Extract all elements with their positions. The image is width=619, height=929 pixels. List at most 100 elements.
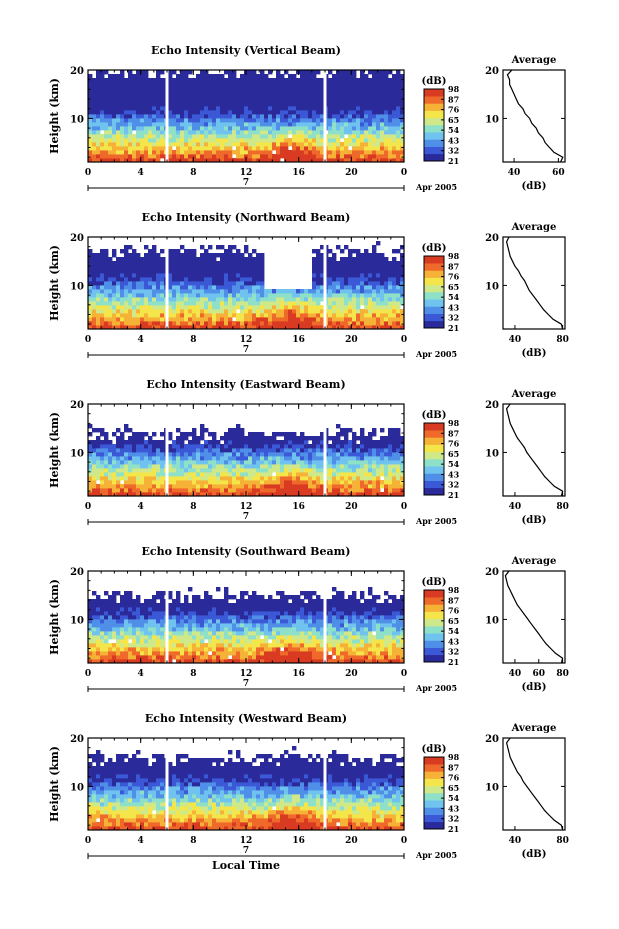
colorbar-tick-label: 65	[448, 616, 459, 626]
x-tick-label: 0	[401, 502, 407, 512]
colorbar-tick-label: 43	[448, 302, 460, 312]
colorbar-unit: (dB)	[422, 243, 447, 254]
beam-panel-4: Echo Intensity (Westward Beam) 10 20 Height…	[48, 712, 569, 860]
y-tick-label: 10	[70, 448, 84, 459]
colorbar-tick-label: 98	[448, 585, 460, 595]
colorbar-tick-label: 21	[448, 156, 459, 166]
average-x-tick-label: 40	[509, 502, 522, 512]
x-tick-label: 0	[85, 502, 91, 512]
colorbar-tick-label: 98	[448, 752, 460, 762]
y-tick-label: 10	[70, 281, 84, 292]
date-label: Apr 2005	[415, 182, 457, 192]
x-tick-label: 8	[190, 669, 196, 679]
y-axis-label: Height (km)	[48, 579, 61, 655]
x-tick-label: 8	[190, 502, 196, 512]
x-tick-label: 4	[138, 502, 144, 512]
average-y-tick-label: 10	[485, 615, 499, 626]
colorbar-tick-label: 21	[448, 657, 459, 667]
average-title: Average	[511, 389, 557, 400]
average-panel: Average 10 20 40 80 (dB)	[485, 723, 569, 860]
day-label: 7	[243, 178, 249, 188]
day-label: 7	[243, 679, 249, 689]
average-title: Average	[511, 556, 557, 567]
x-tick-label: 0	[401, 335, 407, 345]
average-y-tick-label: 10	[485, 114, 499, 125]
colorbar-tick-label: 21	[448, 824, 459, 834]
average-profile-line	[505, 403, 564, 497]
colorbar-tick-label: 54	[448, 459, 460, 469]
x-tick-label: 12	[240, 669, 253, 679]
x-tick-label: 20	[345, 669, 358, 679]
day-label: 7	[243, 345, 249, 355]
heatmap-cells	[88, 241, 405, 330]
x-tick-label: 12	[240, 502, 253, 512]
data-gap	[165, 404, 169, 496]
colorbar-tick-label: 87	[448, 261, 459, 271]
colorbar-tick-label: 98	[448, 251, 460, 261]
x-tick-label: 0	[401, 836, 407, 846]
colorbar-tick-label: 76	[448, 439, 460, 449]
colorbar-unit: (dB)	[422, 744, 447, 755]
colorbar-tick-label: 98	[448, 418, 460, 428]
panel-title: Echo Intensity (Westward Beam)	[145, 712, 347, 725]
average-x-tick-label: 40	[509, 335, 522, 345]
x-tick-label: 20	[345, 836, 358, 846]
colorbar-tick-label: 32	[448, 313, 459, 323]
y-tick-label: 20	[70, 400, 84, 411]
x-tick-label: 20	[345, 168, 358, 178]
x-tick-label: 8	[190, 168, 196, 178]
average-x-tick-label: 40	[508, 168, 521, 178]
x-tick-label: 16	[292, 836, 305, 846]
colorbar-tick-label: 54	[448, 793, 460, 803]
average-x-tick-label: 40	[509, 669, 522, 679]
y-axis-label: Height (km)	[48, 412, 61, 488]
date-label: Apr 2005	[415, 683, 457, 693]
panel-title: Echo Intensity (Vertical Beam)	[151, 44, 341, 57]
day-label: 7	[243, 512, 249, 522]
y-axis-label: Height (km)	[48, 746, 61, 822]
y-tick-label: 20	[70, 233, 84, 244]
y-tick-label: 20	[70, 734, 84, 745]
colorbar-tick-label: 87	[448, 595, 459, 605]
x-tick-label: 0	[401, 669, 407, 679]
x-tick-label: 20	[345, 335, 358, 345]
x-tick-label: 0	[85, 168, 91, 178]
average-panel: Average 10 20 40 60 (dB)	[485, 55, 566, 192]
average-panel: Average 10 20 40 80 (dB)	[485, 389, 569, 526]
average-x-tick-label: 40	[509, 836, 522, 846]
x-tick-label: 16	[292, 502, 305, 512]
x-tick-label: 4	[138, 836, 144, 846]
average-x-tick-label: 80	[556, 502, 569, 512]
x-tick-label: 8	[190, 836, 196, 846]
y-axis-label: Height (km)	[48, 78, 61, 154]
colorbar-tick-label: 87	[448, 428, 459, 438]
data-gap	[165, 738, 169, 830]
colorbar-unit: (dB)	[422, 577, 447, 588]
average-y-tick-label: 10	[485, 281, 499, 292]
average-y-tick-label: 10	[485, 448, 499, 459]
panel-title: Echo Intensity (Eastward Beam)	[146, 378, 345, 391]
y-tick-label: 10	[70, 114, 84, 125]
colorbar-tick-label: 32	[448, 480, 459, 490]
day-label: 7	[243, 846, 249, 856]
heatmap-cells	[88, 70, 405, 163]
colorbar-unit: (dB)	[422, 410, 447, 421]
average-profile-line	[505, 236, 564, 330]
average-title: Average	[511, 723, 557, 734]
colorbar-tick-label: 65	[448, 115, 459, 125]
y-axis-label: Height (km)	[48, 245, 61, 321]
x-tick-label: 0	[401, 168, 407, 178]
x-tick-label: 4	[138, 335, 144, 345]
date-label: Apr 2005	[415, 349, 457, 359]
average-x-tick-label: 80	[556, 836, 569, 846]
average-x-label: (dB)	[522, 849, 547, 860]
data-gap	[323, 404, 327, 496]
average-y-tick-label: 10	[485, 782, 499, 793]
data-gap	[323, 738, 327, 830]
average-profile-line	[504, 570, 564, 664]
x-axis-label: Local Time	[212, 859, 280, 872]
